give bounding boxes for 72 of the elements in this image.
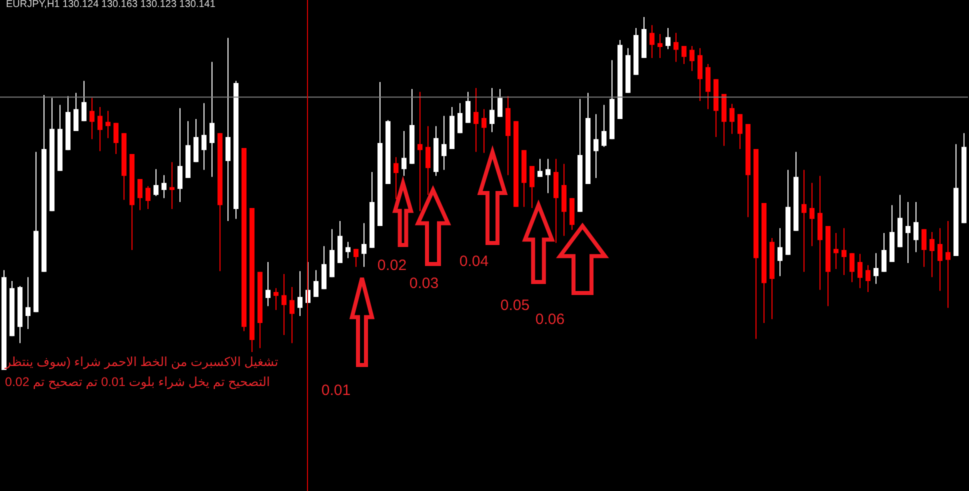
candlestick <box>874 252 878 284</box>
candlestick <box>866 264 870 292</box>
annotation: 0.05 <box>500 297 530 314</box>
candlestick <box>170 162 174 210</box>
candlestick <box>802 169 806 272</box>
candlestick <box>282 273 286 336</box>
candlestick <box>906 201 910 264</box>
candlestick <box>458 102 462 134</box>
candlestick <box>90 97 94 140</box>
annotation: 0.03 <box>409 275 439 292</box>
candlestick <box>602 104 606 148</box>
candlestick <box>394 156 398 200</box>
annotation: 0.02 <box>377 257 407 274</box>
candlestick <box>834 232 838 270</box>
candlestick <box>530 165 534 208</box>
candlestick <box>426 126 430 196</box>
candlestick <box>850 252 854 283</box>
candlestick <box>674 32 678 62</box>
candlestick <box>266 261 270 307</box>
candlestick <box>290 286 294 344</box>
annotation: 0.06 <box>535 311 565 328</box>
candlestick <box>650 24 654 58</box>
candlestick <box>98 106 102 152</box>
candlestick <box>682 45 686 64</box>
candlestick <box>138 178 142 211</box>
candlestick <box>146 186 150 210</box>
candlestick <box>354 248 358 268</box>
candlestick <box>466 91 470 124</box>
candlestick <box>858 253 862 289</box>
candlestick <box>274 288 278 310</box>
text: 0.01 <box>321 382 351 399</box>
candlestick <box>418 91 422 212</box>
candlestick <box>490 87 494 133</box>
candlestick <box>482 108 486 154</box>
text: التصحيح تم يخل شراء بلوت 0.01 تم تصحيح تم 0.02 <box>5 375 270 390</box>
candlestick <box>26 276 30 330</box>
candlestick <box>914 201 918 253</box>
candlestick <box>154 168 158 196</box>
candlestick <box>930 231 934 278</box>
candlestick <box>314 270 318 298</box>
candlestick <box>778 228 782 277</box>
candlestick <box>666 27 670 50</box>
candlestick <box>74 92 78 132</box>
candlestick <box>738 114 742 150</box>
candlestick <box>938 228 942 292</box>
candlestick <box>178 108 182 202</box>
candlestick <box>538 158 542 178</box>
candlestick <box>362 222 366 268</box>
annotation: 0.04 <box>459 253 489 270</box>
candlestick <box>442 115 446 170</box>
candlestick <box>882 232 886 272</box>
candlestick <box>210 61 214 178</box>
candlestick <box>546 158 550 194</box>
candlestick <box>162 174 166 199</box>
candlestick <box>498 88 502 118</box>
candlestick <box>82 80 86 122</box>
candlestick <box>346 241 350 259</box>
candlestick <box>114 122 118 154</box>
chart-title: EURJPY,H1 130.124 130.163 130.123 130.141 <box>6 0 216 10</box>
candlestick <box>298 270 302 316</box>
candlestick <box>810 182 814 247</box>
candlestick <box>106 110 110 139</box>
candlestick <box>658 33 662 58</box>
candlestick <box>594 114 598 178</box>
candlestick <box>922 228 926 268</box>
candlestick <box>730 103 734 134</box>
candlestick <box>842 228 846 276</box>
candlestick <box>474 87 478 152</box>
candlestick <box>946 220 950 308</box>
candlestick <box>690 45 694 72</box>
candlestick <box>202 102 206 170</box>
candlestick <box>402 130 406 176</box>
